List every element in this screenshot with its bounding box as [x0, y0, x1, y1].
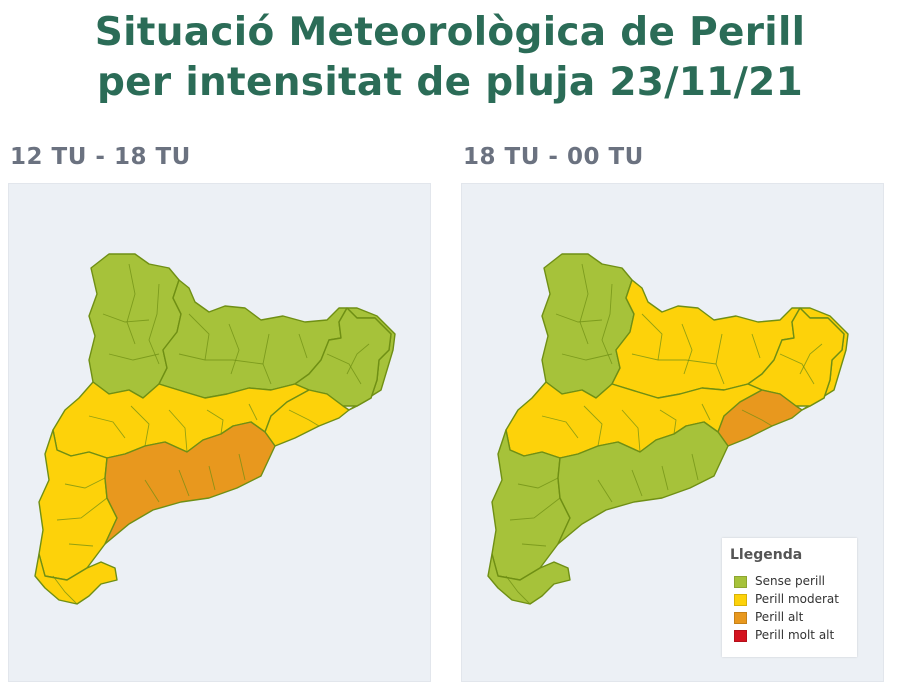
legend: Llegenda Sense perill Perill moderat Per…	[722, 538, 857, 657]
map2-comarca-boundary	[631, 353, 717, 365]
map2-comarca-boundary	[631, 469, 643, 497]
map1-comarca-boundary	[178, 469, 190, 497]
map2-comarca-boundary	[505, 575, 531, 605]
map2-comarca-boundary	[799, 343, 823, 375]
map1-comarca-boundary	[188, 313, 210, 361]
map2-comarca-boundary	[741, 409, 773, 427]
map2-comarca-boundary	[621, 409, 641, 453]
map1-comarca-boundary	[108, 353, 160, 361]
panel-1-time-label: 12 TU - 18 TU	[10, 144, 191, 170]
map1-comarca-boundary	[238, 453, 246, 481]
map1-comarca-boundary	[52, 575, 78, 605]
map2-comarca-boundary	[659, 409, 677, 435]
page-title: Situació Meteorològica de Perill per int…	[0, 8, 900, 108]
map2-comarca-boundary	[681, 323, 693, 375]
map1-comarca-boundary	[206, 409, 224, 435]
map2-comarca-boundary	[701, 403, 711, 421]
map1-comarca-boundary	[178, 353, 264, 365]
map2-comarca-boundary	[597, 479, 613, 503]
map2-comarca-boundary	[521, 543, 547, 547]
map1-comarca-boundary	[298, 333, 308, 359]
map2-region-south-west	[491, 429, 571, 581]
map2-comarca-boundary	[661, 465, 669, 491]
map2-comarca-boundary	[691, 453, 699, 481]
map1-comarca-boundary	[168, 409, 188, 453]
map2-comarca-boundary	[509, 497, 561, 521]
map2-region-east-lower	[717, 389, 803, 447]
map1-comarca-boundary	[68, 543, 94, 547]
map1-comarca-boundary	[228, 323, 240, 375]
panel-2-time-label: 18 TU - 00 TU	[463, 144, 644, 170]
map2-comarca-boundary	[541, 415, 579, 439]
legend-swatch-perill-alt	[734, 612, 747, 624]
map1-comarca-boundary	[64, 477, 106, 489]
map1-comarca-boundary	[248, 403, 258, 421]
map1-comarca-boundary	[102, 313, 150, 323]
legend-label: Perill moderat	[755, 592, 839, 606]
legend-label: Perill alt	[755, 610, 804, 624]
legend-label: Sense perill	[755, 574, 825, 588]
map1-comarca-boundary	[208, 465, 216, 491]
map2-comarca-boundary	[583, 405, 603, 447]
title-line-2: per intensitat de pluja 23/11/21	[96, 60, 804, 105]
legend-swatch-perill-moderat	[734, 594, 747, 606]
map2-comarca-boundary	[517, 477, 559, 489]
map1-comarca-boundary	[126, 263, 136, 345]
map-panel-1	[8, 183, 431, 682]
map1-region-south	[34, 553, 118, 605]
map2-comarca-boundary	[779, 353, 815, 385]
title-line-1: Situació Meteorològica de Perill	[94, 10, 806, 55]
map1-comarca-boundary	[144, 479, 160, 503]
map2-comarca-boundary	[641, 313, 663, 361]
map2-comarca-boundary	[751, 333, 761, 359]
legend-swatch-perill-molt-alt	[734, 630, 747, 642]
map2-comarca-boundary	[561, 353, 613, 361]
map2-region-coast	[557, 421, 729, 545]
map1-comarca-boundary	[88, 415, 126, 439]
map1-comarca-boundary	[326, 353, 362, 385]
legend-swatch-sense-perill	[734, 576, 747, 588]
map2-region-south	[487, 553, 571, 605]
map1-region-coast	[104, 421, 276, 545]
map2-comarca-boundary	[601, 283, 613, 365]
map1-comarca-boundary	[148, 283, 160, 365]
map-svg-2	[487, 253, 849, 605]
map1-comarca-boundary	[288, 409, 320, 427]
map2-comarca-boundary	[555, 313, 603, 323]
map1-region-south-west	[38, 429, 118, 581]
legend-label: Perill molt alt	[755, 628, 835, 642]
legend-title: Llegenda	[730, 547, 803, 563]
map-svg-1	[34, 253, 396, 605]
map2-comarca-boundary	[579, 263, 589, 345]
map1-comarca-boundary	[346, 343, 370, 375]
map1-comarca-boundary	[130, 405, 150, 447]
map1-region-east-lower	[264, 389, 350, 447]
map1-comarca-boundary	[56, 497, 108, 521]
